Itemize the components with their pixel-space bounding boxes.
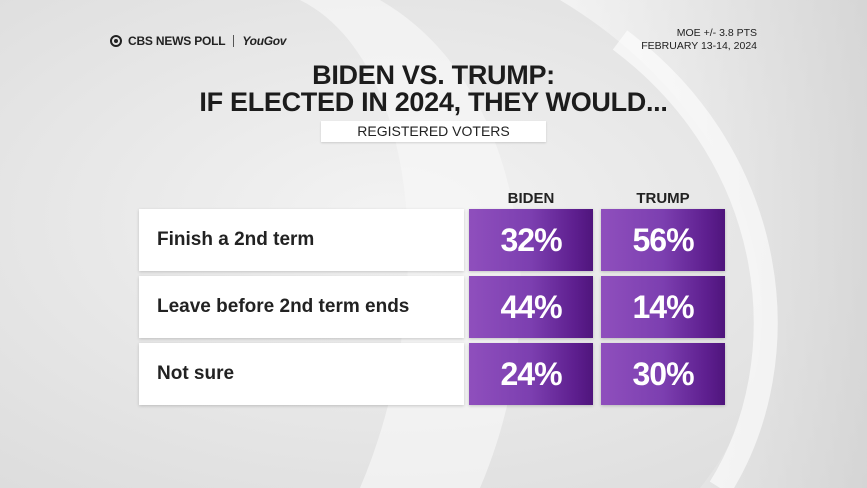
cell-trump-leave: 14% — [601, 276, 725, 338]
cell-biden-leave: 44% — [469, 276, 593, 338]
row-label-finish: Finish a 2nd term — [139, 209, 464, 271]
partner-logo: YouGov — [242, 34, 287, 48]
column-header-biden: BIDEN — [507, 190, 555, 207]
column-header-trump: TRUMP — [636, 190, 690, 207]
row-label-not-sure: Not sure — [139, 343, 464, 405]
poll-info: MOE +/- 3.8 PTS FEBRUARY 13-14, 2024 — [641, 27, 757, 53]
title-line-2: IF ELECTED IN 2024, THEY WOULD... — [199, 87, 668, 117]
title-line-1: BIDEN VS. TRUMP: — [312, 60, 555, 90]
row-label-leave: Leave before 2nd term ends — [139, 276, 464, 338]
cell-biden-finish: 32% — [469, 209, 593, 271]
chart-title: BIDEN VS. TRUMP: IF ELECTED IN 2024, THE… — [0, 62, 867, 116]
brand-name: CBS NEWS POLL — [128, 34, 226, 48]
header-brand: CBS NEWS POLL YouGov — [110, 34, 286, 48]
cell-trump-not-sure: 30% — [601, 343, 725, 405]
cbs-eye-icon — [110, 35, 122, 47]
cell-biden-not-sure: 24% — [469, 343, 593, 405]
brand-divider — [233, 35, 235, 47]
chart-subtitle: REGISTERED VOTERS — [321, 121, 546, 142]
cell-trump-finish: 56% — [601, 209, 725, 271]
margin-of-error: MOE +/- 3.8 PTS — [676, 27, 757, 39]
poll-dates: FEBRUARY 13-14, 2024 — [641, 40, 757, 52]
